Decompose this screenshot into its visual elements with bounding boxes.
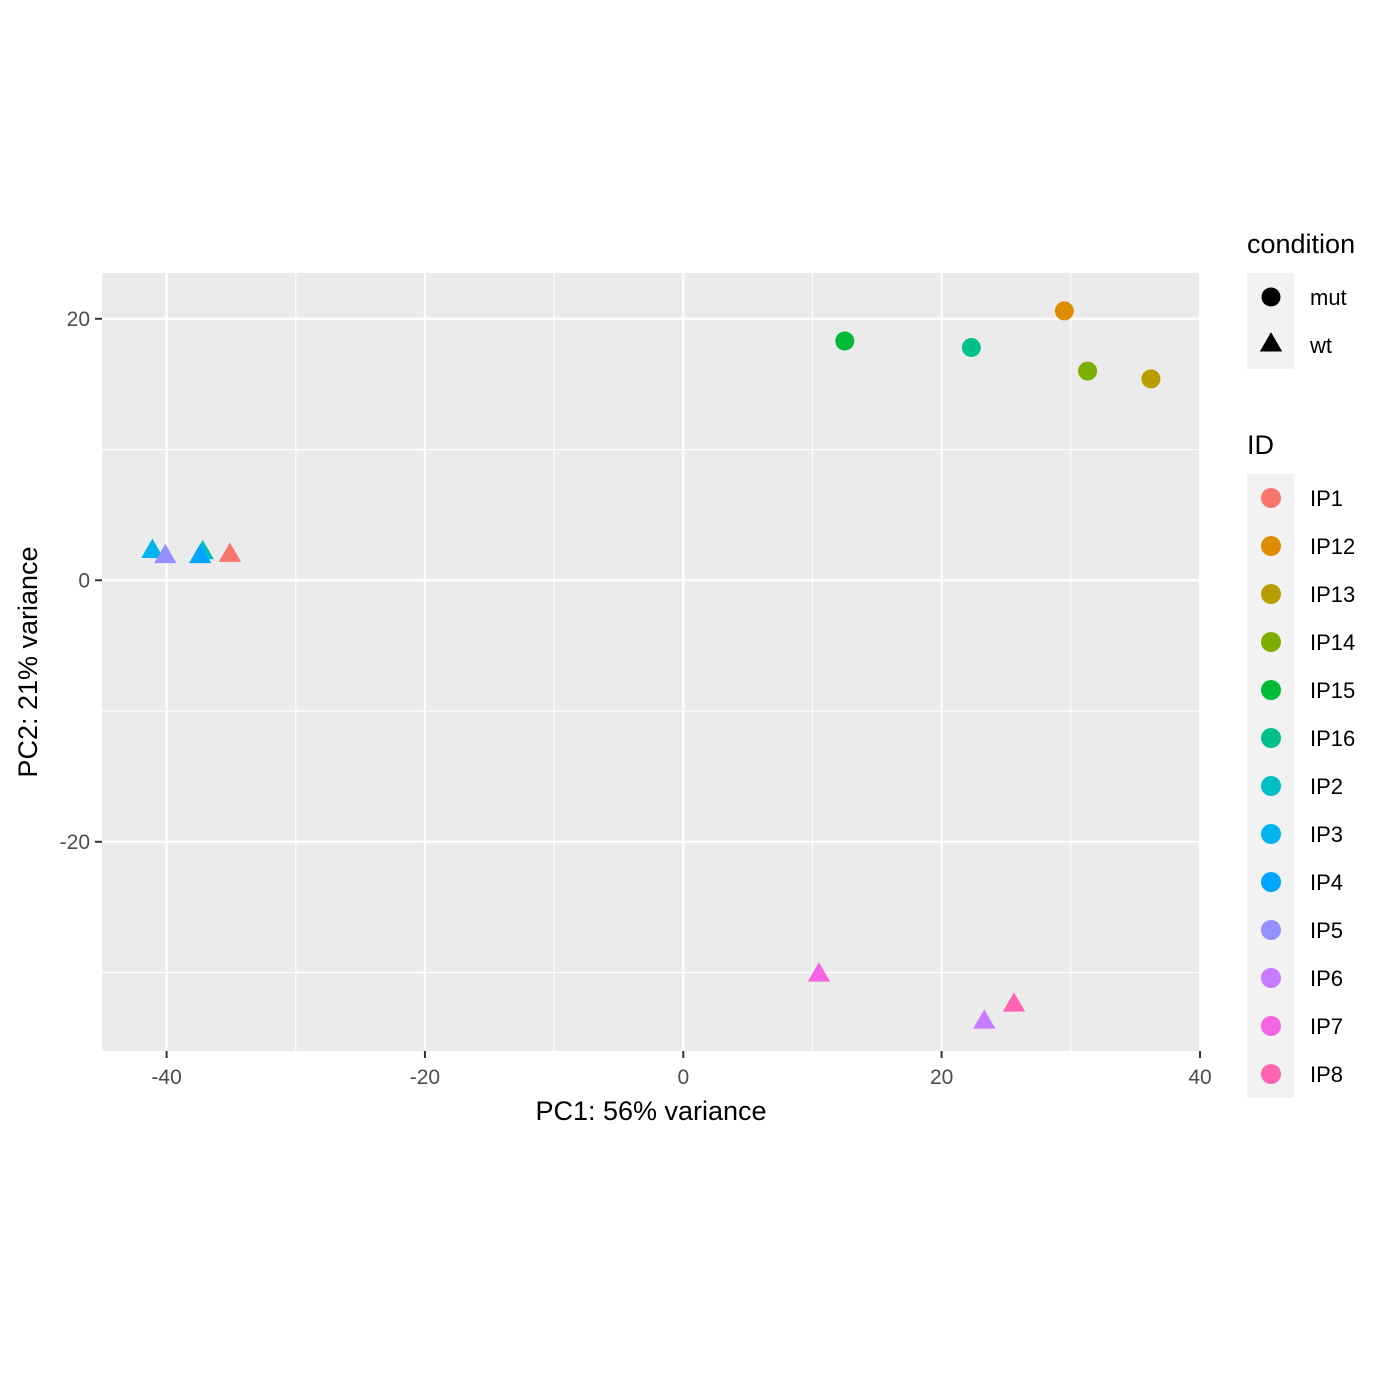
point-ip3	[141, 538, 164, 558]
point-ip7	[807, 962, 831, 982]
legend-key-ip2	[1261, 776, 1281, 796]
x-tick-label: 40	[1188, 1066, 1211, 1089]
legend-key-ip13	[1261, 584, 1281, 604]
legend-key-ip16	[1261, 728, 1281, 748]
legend-key-ip6	[1261, 968, 1281, 988]
legend-key-ip4	[1261, 872, 1281, 892]
plot-panel	[102, 273, 1200, 1051]
x-tick-label: -40	[151, 1066, 181, 1089]
x-tick-label: 0	[677, 1066, 689, 1089]
legend-key-ip5	[1261, 920, 1281, 940]
legend-label-mut: mut	[1310, 285, 1347, 310]
legend-key-mut	[1261, 287, 1281, 307]
legend-label-ip8: IP8	[1310, 1062, 1343, 1087]
legend-key-ip12	[1261, 536, 1281, 556]
legend-label-ip6: IP6	[1310, 966, 1343, 991]
y-tick-label: 0	[78, 569, 90, 592]
point-ip4	[189, 543, 212, 564]
y-axis-title: PC2: 21% variance	[13, 546, 43, 777]
x-tick-label: -20	[410, 1066, 440, 1089]
x-tick-label: 20	[930, 1066, 953, 1089]
legend-key-ip7	[1261, 1016, 1281, 1036]
legend-label-ip7: IP7	[1310, 1014, 1343, 1039]
point-ip5	[154, 543, 177, 564]
legend-key-ip15	[1261, 680, 1281, 700]
x-axis: -40 -20 0 20 40	[151, 1051, 1212, 1089]
point-ip12	[1054, 301, 1074, 321]
id-legend-title: ID	[1247, 430, 1274, 460]
legend-key-ip3	[1261, 824, 1281, 844]
y-tick-label: -20	[60, 831, 90, 854]
data-points	[141, 301, 1161, 1029]
legend-key-ip1	[1261, 488, 1281, 508]
legend-label-ip16: IP16	[1310, 726, 1355, 751]
point-ip8	[1002, 992, 1026, 1012]
major-gridlines	[102, 273, 1202, 1051]
minor-gridlines	[102, 273, 1200, 1051]
y-tick-label: 20	[67, 308, 90, 331]
legend-label-ip5: IP5	[1310, 918, 1343, 943]
point-ip16	[961, 338, 981, 358]
point-ip6	[973, 1009, 996, 1029]
condition-legend-key-background	[1247, 273, 1294, 369]
condition-legend-title: condition	[1247, 229, 1355, 259]
legend-key-wt	[1259, 332, 1283, 352]
legend-label-ip14: IP14	[1310, 630, 1355, 655]
x-axis-title: PC1: 56% variance	[535, 1096, 766, 1126]
condition-legend: condition mut wt	[1247, 229, 1355, 369]
legend-label-ip12: IP12	[1310, 534, 1355, 559]
point-ip1	[218, 542, 242, 562]
legend-key-ip14	[1261, 632, 1281, 652]
legend-label-ip15: IP15	[1310, 678, 1355, 703]
legend-label-ip3: IP3	[1310, 822, 1343, 847]
point-ip13	[1141, 369, 1161, 389]
legend-label-wt: wt	[1309, 333, 1332, 358]
point-ip15	[835, 331, 855, 351]
legend-label-ip1: IP1	[1310, 486, 1343, 511]
point-ip14	[1078, 361, 1098, 381]
legend-label-ip2: IP2	[1310, 774, 1343, 799]
legend-label-ip13: IP13	[1310, 582, 1355, 607]
id-legend: ID IP1 IP12 IP13 IP14 IP15 IP16 IP2 IP3 IP4 IP5 IP…	[1247, 430, 1355, 1098]
legend-label-ip4: IP4	[1310, 870, 1343, 895]
y-axis: -20 0 20	[60, 308, 102, 854]
legend-key-ip8	[1261, 1064, 1281, 1084]
